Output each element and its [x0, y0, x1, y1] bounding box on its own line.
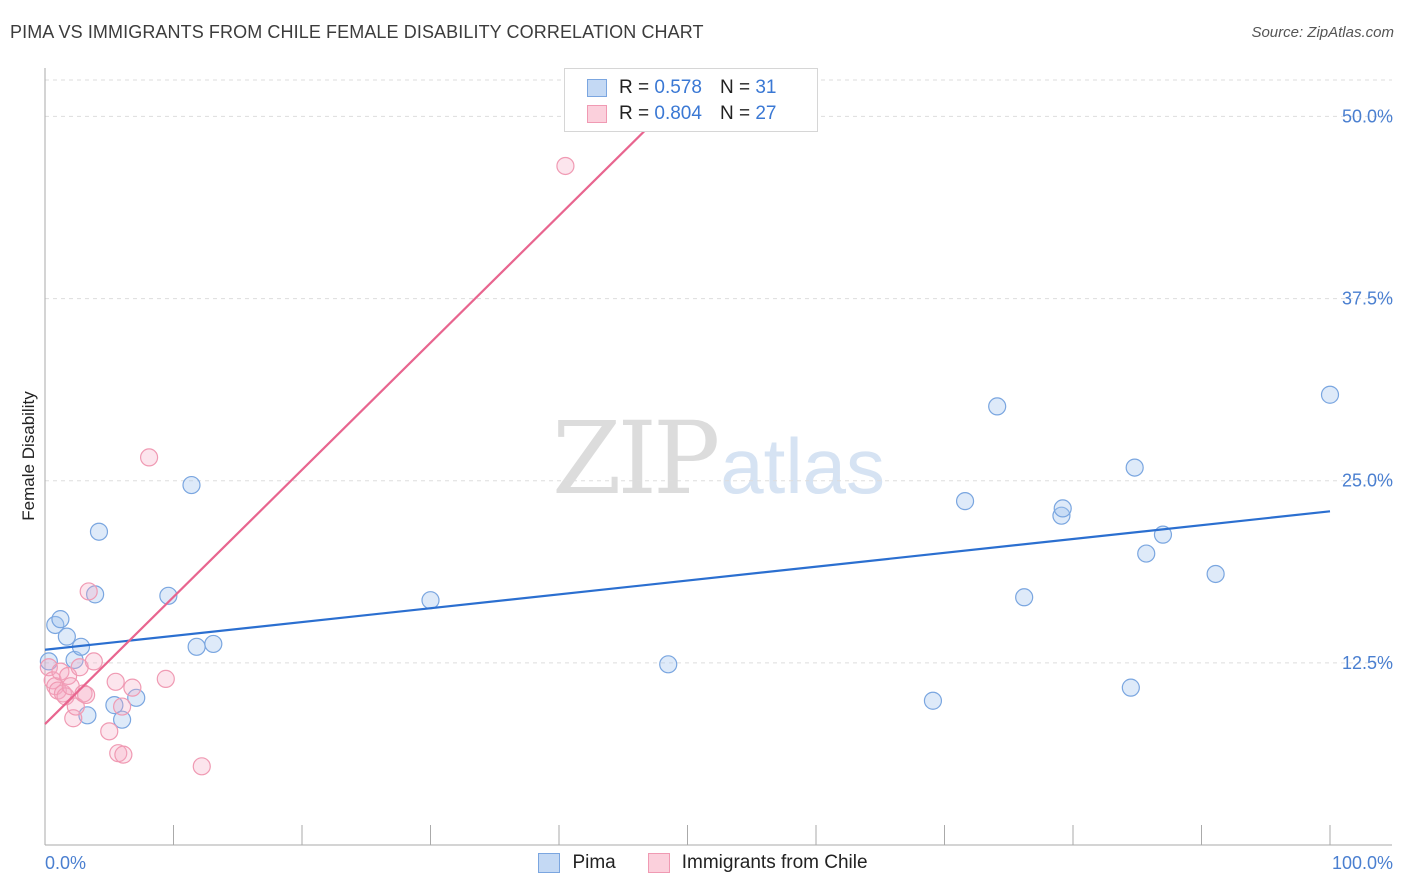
watermark-atlas: atlas [720, 422, 886, 510]
pima-point [1121, 678, 1140, 697]
chile-n-value: 27 [755, 103, 777, 124]
chart-title: PIMA VS IMMIGRANTS FROM CHILE FEMALE DIS… [10, 22, 704, 42]
legend-item-chile[interactable]: Immigrants from Chile [647, 852, 868, 874]
pima-point [187, 637, 206, 656]
pima-point [112, 710, 132, 729]
pima-point [1320, 385, 1340, 404]
pima-point [89, 522, 109, 541]
pima-point [1015, 588, 1034, 607]
chile-point [123, 678, 142, 697]
chile-point [77, 685, 96, 705]
chile-r-value: 0.804 [654, 103, 702, 124]
pima-point [421, 591, 440, 610]
chile-point [556, 156, 575, 176]
pima-point [204, 634, 223, 654]
y-tick-label: 50.0% [1342, 106, 1393, 126]
chile-swatch [587, 105, 607, 123]
pima-swatch [587, 79, 607, 97]
chile-point [114, 745, 133, 764]
chile-legend-swatch [647, 853, 670, 873]
chile-point [112, 697, 132, 716]
pima-point [1206, 564, 1225, 584]
chile-point [79, 582, 98, 601]
pima-legend-swatch [538, 853, 561, 873]
pima-point [57, 627, 76, 646]
pima-point [1053, 499, 1072, 518]
pima-legend-label: Pima [572, 852, 616, 873]
pima-r-value: 0.578 [654, 77, 702, 98]
pima-point [159, 586, 178, 605]
x-tick-label: 0.0% [45, 853, 86, 873]
y-tick-label: 12.5% [1342, 653, 1393, 673]
chile-point [84, 652, 103, 671]
y-tick-label: 25.0% [1342, 471, 1393, 491]
n-label: N = [719, 77, 751, 98]
pima-point [1125, 458, 1144, 477]
pima-trend-line [44, 510, 1331, 651]
chile-trend-line [44, 115, 661, 725]
pima-point [46, 615, 65, 635]
pima-point [1137, 544, 1156, 563]
y-axis-label: Female Disability [19, 391, 38, 521]
chile-point [100, 722, 119, 741]
pima-point [182, 475, 201, 495]
chile-point [192, 757, 211, 776]
series-legend: Pima Immigrants from Chile [0, 852, 1406, 874]
chile-point [139, 448, 159, 467]
watermark: ZIPatlas [552, 400, 885, 517]
y-tick-label: 37.5% [1342, 289, 1393, 309]
chile-point [53, 684, 73, 703]
pima-n-value: 31 [755, 77, 777, 98]
n-label: N = [719, 103, 751, 124]
r-label: R = [619, 77, 650, 98]
pima-point [39, 652, 58, 671]
pima-point [51, 610, 70, 629]
pima-point [659, 655, 678, 674]
x-tick-label: 100.0% [1332, 853, 1393, 873]
pima-point [923, 691, 943, 710]
chile-legend-label: Immigrants from Chile [681, 852, 868, 873]
r-label: R = [619, 103, 650, 124]
pima-point [1052, 506, 1071, 525]
legend-item-pima[interactable]: Pima [538, 852, 616, 874]
chile-point [156, 669, 175, 688]
watermark-zip: ZIP [552, 400, 720, 517]
legend-row-pima: R = 0.578 N = 31 [587, 75, 776, 101]
chile-point [106, 672, 125, 691]
pima-point [105, 696, 124, 715]
correlation-legend: R = 0.578 N = 31 R = 0.804 N = 27 [564, 68, 818, 132]
legend-row-chile: R = 0.804 N = 27 [587, 101, 776, 127]
pima-point [988, 397, 1007, 416]
pima-point [955, 492, 975, 511]
pima-point [127, 688, 146, 707]
chile-point [64, 709, 83, 728]
source-label: Source: ZipAtlas.com [1251, 24, 1394, 41]
